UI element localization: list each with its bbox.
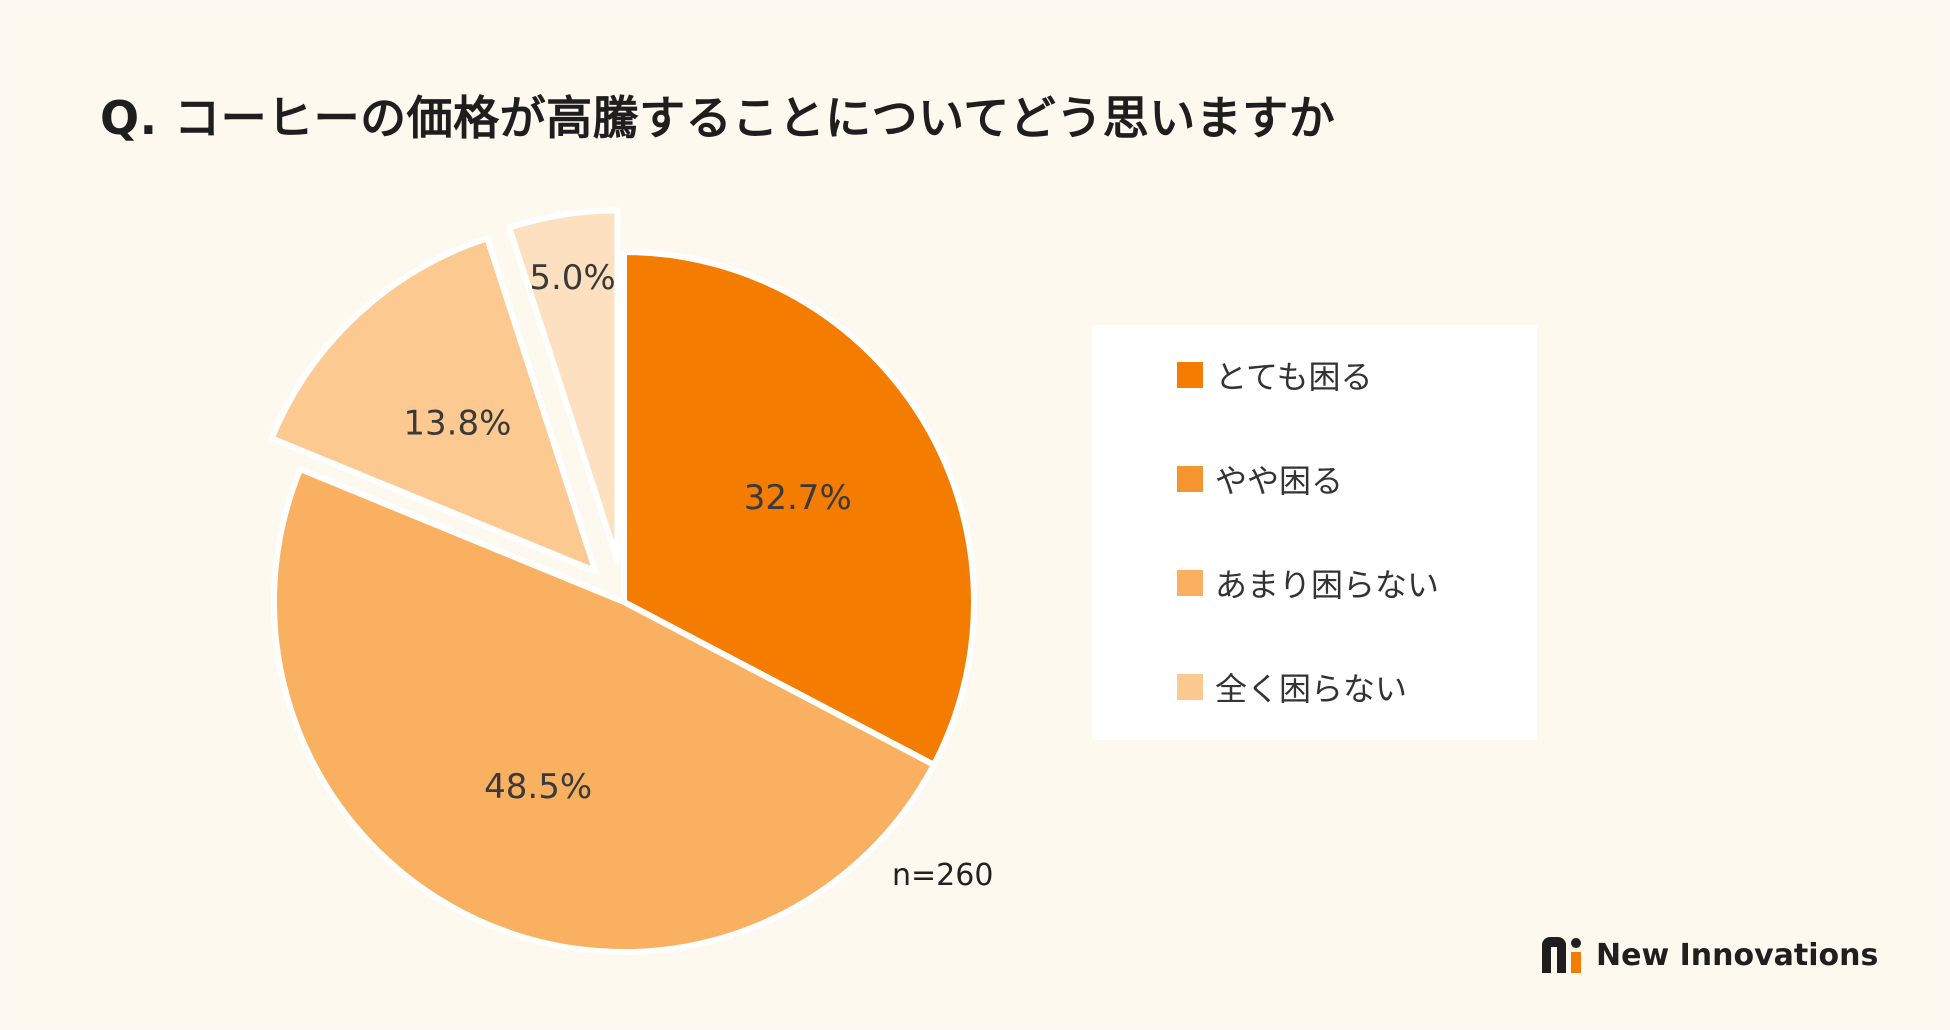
pie-label-2: 13.8%	[403, 403, 511, 443]
pie-slice-2	[268, 235, 599, 575]
chart-title: Q. コーヒーの価格が高騰することについてどう思いますか	[100, 91, 1336, 145]
pie-label-1: 48.5%	[484, 767, 592, 807]
legend-item-1: やや困る	[1177, 459, 1344, 500]
legend-swatch-0	[1177, 362, 1203, 388]
brand-logo: New Innovations	[1540, 935, 1878, 975]
pie-slice-3	[506, 207, 621, 564]
legend-swatch-3	[1177, 674, 1203, 700]
legend-label-2: あまり困らない	[1215, 566, 1440, 604]
legend: とても困るやや困るあまり困らない 全く困らない	[1092, 325, 1537, 740]
brand-name: New Innovations	[1596, 937, 1879, 973]
pie-label-3: 5.0%	[529, 258, 615, 298]
pie-label-0: 32.7%	[744, 478, 852, 518]
legend-item-0: とても困る	[1177, 355, 1373, 396]
legend-item-3: 全く困らない	[1177, 667, 1408, 708]
legend-swatch-2	[1177, 570, 1203, 596]
legend-swatch-1	[1177, 466, 1203, 492]
legend-label-1: やや困る	[1215, 462, 1344, 500]
sample-size-label: n=260	[892, 858, 994, 893]
legend-item-2: あまり困らない	[1177, 563, 1440, 604]
legend-label-3: 全く困らない	[1215, 670, 1408, 708]
pie-slice-0	[621, 249, 977, 768]
new-innovations-logo-icon	[1542, 937, 1581, 973]
legend-label-0: とても困る	[1215, 358, 1373, 396]
pie-slice-1	[271, 466, 937, 955]
